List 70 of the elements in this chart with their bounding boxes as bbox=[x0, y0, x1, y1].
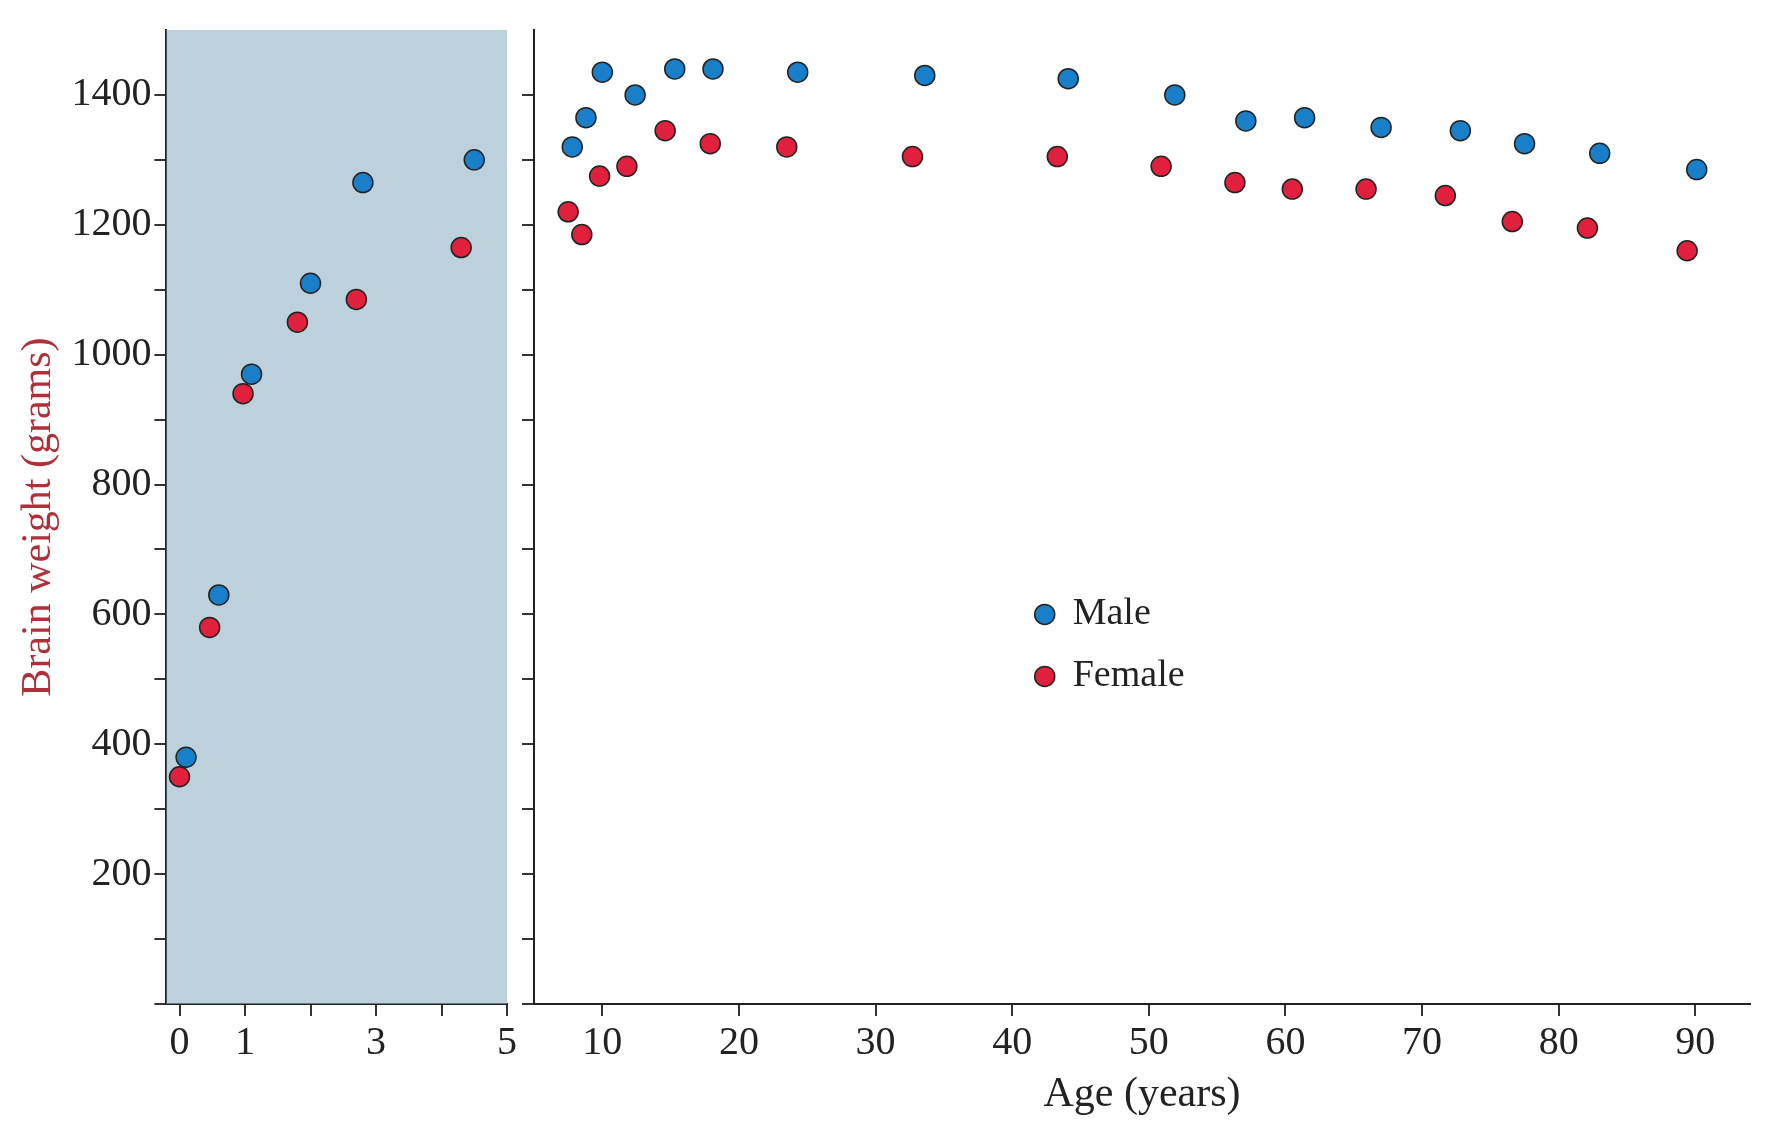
point bbox=[591, 61, 614, 83]
point bbox=[1355, 178, 1377, 200]
x-axis-title: Age (years) bbox=[1043, 1068, 1241, 1116]
point bbox=[1685, 158, 1708, 181]
point bbox=[345, 288, 368, 311]
y-tick-label: 1000 bbox=[71, 329, 152, 375]
x-tick-label: 1 bbox=[235, 1017, 255, 1063]
point bbox=[1057, 67, 1079, 90]
legend-label: Male bbox=[1072, 590, 1151, 633]
legend-label: Female bbox=[1072, 652, 1185, 695]
point bbox=[561, 136, 584, 158]
x-tick-label: 50 bbox=[1128, 1017, 1169, 1063]
point bbox=[450, 236, 472, 259]
y-axis-title: Brain weight (grams) bbox=[13, 337, 61, 697]
point bbox=[175, 746, 197, 768]
point bbox=[1150, 155, 1172, 178]
x-tick-label: 3 bbox=[366, 1017, 386, 1063]
point bbox=[624, 84, 646, 106]
point bbox=[699, 132, 721, 155]
point bbox=[1501, 210, 1524, 233]
point bbox=[1370, 116, 1392, 139]
x-tick-label: 30 bbox=[855, 1017, 896, 1063]
point bbox=[208, 584, 230, 606]
point bbox=[299, 272, 322, 294]
x-tick-label: 90 bbox=[1675, 1017, 1716, 1063]
point bbox=[1588, 142, 1611, 165]
point bbox=[1164, 84, 1186, 106]
point bbox=[588, 165, 611, 187]
point bbox=[286, 311, 309, 333]
x-tick-label: 60 bbox=[1265, 1017, 1306, 1063]
y-tick-label: 400 bbox=[91, 718, 152, 764]
point bbox=[575, 106, 597, 129]
point bbox=[352, 171, 374, 194]
point bbox=[776, 136, 798, 158]
point bbox=[1293, 106, 1316, 129]
point bbox=[1676, 240, 1698, 262]
point bbox=[786, 61, 809, 83]
point bbox=[198, 616, 221, 639]
point bbox=[571, 223, 593, 246]
x-tick-label: 10 bbox=[582, 1017, 623, 1063]
x-tick-label: 40 bbox=[992, 1017, 1033, 1063]
point bbox=[663, 58, 686, 80]
x-tick-label: 0 bbox=[169, 1017, 190, 1063]
point bbox=[914, 64, 936, 87]
point bbox=[1235, 110, 1257, 132]
point bbox=[616, 155, 638, 178]
point bbox=[463, 149, 485, 171]
x-tick-label: 70 bbox=[1402, 1017, 1443, 1063]
x-tick-label: 80 bbox=[1538, 1017, 1579, 1063]
point bbox=[1046, 145, 1069, 168]
point bbox=[1576, 217, 1599, 239]
point bbox=[1434, 184, 1457, 207]
point bbox=[1281, 178, 1304, 200]
point bbox=[654, 119, 676, 142]
point bbox=[232, 382, 254, 405]
y-tick-label: 1400 bbox=[71, 69, 152, 115]
point bbox=[240, 363, 263, 385]
y-tick-label: 800 bbox=[91, 459, 152, 505]
x-tick-label: 20 bbox=[718, 1017, 759, 1063]
point bbox=[168, 765, 191, 788]
y-tick-label: 200 bbox=[91, 848, 152, 894]
y-tick-label: 600 bbox=[91, 588, 152, 634]
x-tick-label: 5 bbox=[497, 1017, 517, 1063]
point bbox=[901, 145, 924, 168]
point bbox=[1513, 132, 1536, 155]
point bbox=[1449, 119, 1472, 142]
point bbox=[1224, 171, 1246, 194]
point bbox=[557, 201, 579, 223]
point bbox=[702, 58, 724, 80]
y-tick-label: 1200 bbox=[71, 199, 152, 245]
